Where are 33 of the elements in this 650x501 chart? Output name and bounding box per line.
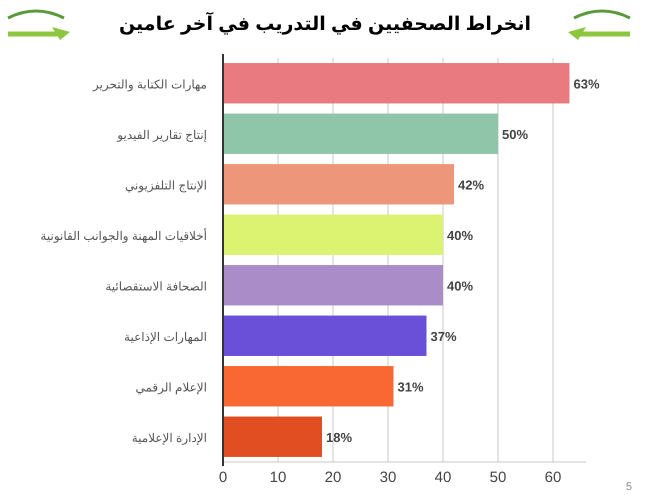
bar bbox=[223, 164, 454, 204]
data-label: 40% bbox=[447, 278, 474, 294]
x-tick-label: 0 bbox=[218, 469, 228, 486]
x-tick-label: 30 bbox=[380, 469, 396, 486]
data-label: 18% bbox=[326, 430, 352, 445]
y-tick-label: المهارات الإذاعية bbox=[124, 330, 207, 344]
y-tick-label: مهارات الكتابة والتحرير bbox=[92, 77, 207, 92]
bar bbox=[223, 316, 426, 356]
y-tick-label: الإعلام الرقمي bbox=[135, 380, 207, 394]
bar bbox=[223, 214, 443, 255]
x-tick-label: 60 bbox=[544, 469, 562, 486]
bar bbox=[223, 366, 394, 406]
y-tick-label: إنتاج تقارير الفيديو bbox=[116, 128, 207, 142]
bar bbox=[223, 265, 443, 306]
text: 5 bbox=[626, 481, 632, 493]
data-label: 31% bbox=[398, 379, 424, 394]
data-label: 37% bbox=[430, 328, 457, 344]
bar bbox=[223, 63, 570, 104]
x-tick-label: 50 bbox=[490, 469, 506, 486]
chart-title: انخراط الصحفيين في التدريب في آخر عامين bbox=[118, 11, 532, 35]
data-label: 40% bbox=[447, 228, 474, 243]
y-tick-label: الإنتاج التلفزيوني bbox=[124, 178, 207, 192]
bar bbox=[223, 416, 322, 457]
data-label: 42% bbox=[458, 177, 484, 192]
x-tick-label: 20 bbox=[324, 469, 342, 486]
bar bbox=[223, 114, 498, 154]
y-tick-label: الصحافة الاستقصائية bbox=[105, 279, 207, 294]
data-label: 63% bbox=[574, 76, 600, 92]
y-tick-label: أخلاقيات المهنة والجوانب القانونية bbox=[40, 228, 207, 243]
data-label: 50% bbox=[502, 126, 528, 142]
x-tick-label: 40 bbox=[434, 469, 452, 486]
x-tick-label: 10 bbox=[270, 469, 286, 486]
y-tick-label: الإدارة الإعلامية bbox=[132, 430, 207, 445]
